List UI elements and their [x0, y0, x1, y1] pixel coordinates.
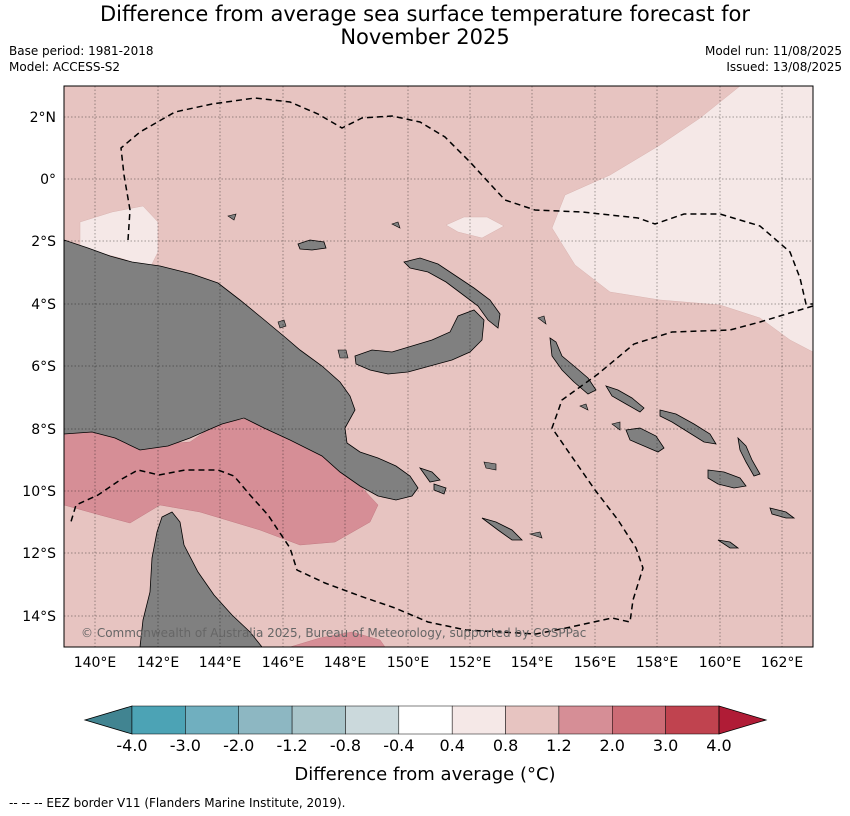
lon-label: 160°E: [699, 655, 742, 671]
model-name: Model: ACCESS-S2: [9, 60, 121, 74]
meta-left: Base period: 1981-2018 Model: ACCESS-S2: [9, 43, 154, 75]
colorbar-segment: [185, 705, 239, 735]
title-line-1: Difference from average sea surface temp…: [100, 2, 750, 26]
lon-label: 152°E: [449, 655, 492, 671]
land-rennell: [717, 539, 740, 549]
colorbar-tick-label: 4.0: [706, 736, 731, 755]
colorbar: [83, 705, 768, 735]
lon-label: 140°E: [74, 655, 117, 671]
colorbar-tick-label: 2.0: [600, 736, 625, 755]
eez-footnote: -- -- -- EEZ border V11 (Flanders Marine…: [9, 796, 346, 810]
land-cape-york: [139, 511, 263, 647]
colorbar-tick-label: -3.0: [170, 736, 201, 755]
graticule: [64, 86, 813, 647]
issued-date: Issued: 13/08/2025: [726, 60, 842, 74]
land-dentrecasteaux: [418, 467, 447, 495]
lon-label: 146°E: [262, 655, 305, 671]
land-manus: [297, 239, 327, 251]
lat-label: 14°S: [22, 609, 56, 625]
lat-label: 8°S: [31, 422, 56, 438]
colorbar-segment: [451, 705, 506, 735]
lat-label: 0°: [40, 172, 56, 188]
lat-label: 12°S: [22, 546, 56, 562]
colorbar-tick-label: 1.2: [546, 736, 571, 755]
anomaly-strong-bottom: [289, 631, 386, 647]
lat-label: 10°S: [22, 484, 56, 500]
land-santa-isabel: [659, 409, 717, 445]
colorbar-tick-label: -4.0: [116, 736, 147, 755]
copyright-text: © Commonwealth of Australia 2025, Bureau…: [81, 626, 586, 640]
colorbar-tick-label: 3.0: [653, 736, 678, 755]
colorbar-tick-label: -2.0: [223, 736, 254, 755]
map-frame: [63, 85, 814, 648]
land-makira: [707, 469, 747, 489]
land-islets: [227, 213, 621, 539]
model-run: Model run: 11/08/2025: [704, 44, 842, 58]
colorbar-tick-label: -0.4: [383, 736, 414, 755]
colorbar-tick-label: -1.2: [276, 736, 307, 755]
colorbar-segment: [505, 705, 560, 735]
lon-label: 142°E: [137, 655, 180, 671]
lon-label: 144°E: [199, 655, 242, 671]
lat-label: 6°S: [31, 359, 56, 375]
lon-labels: 140°E 142°E 144°E 146°E 148°E 150°E 152°…: [74, 655, 804, 671]
lat-label: 2°N: [30, 110, 56, 126]
colorbar-segment: [238, 705, 293, 735]
land-choiseul: [605, 385, 645, 413]
eez-border: [69, 97, 813, 635]
lat-label: 4°S: [31, 297, 56, 313]
land-new-britain: [354, 309, 485, 375]
colorbar-segment: [291, 705, 346, 735]
lat-label: 2°S: [31, 234, 56, 250]
colorbar-extend-high: [718, 705, 768, 735]
anomaly-light-east: [551, 86, 813, 353]
colorbar-segment: [612, 705, 666, 735]
colorbar-segment: [398, 705, 453, 735]
colorbar-tick-labels: -4.0 -3.0 -2.0 -1.2 -0.8 -0.4 0.4 0.8 1.2 2.0 3.0 4…: [116, 736, 731, 755]
colorbar-segment: [345, 705, 400, 735]
colorbar-tick-label: -0.8: [330, 736, 361, 755]
anomaly-light-islet: [445, 216, 505, 239]
lon-label: 148°E: [324, 655, 367, 671]
lat-labels: 2°N 0° 2°S 4°S 6°S 8°S 10°S 12°S 14°S: [22, 110, 56, 625]
map-panel: © Commonwealth of Australia 2025, Bureau…: [64, 86, 813, 647]
colorbar-tick-label: 0.4: [439, 736, 464, 755]
land-new-guinea: [64, 239, 419, 501]
colorbar-segment: [131, 705, 186, 735]
colorbar-title: Difference from average (°C): [294, 764, 555, 785]
colorbar-extend-low: [83, 705, 133, 735]
colorbar-segment: [665, 705, 720, 735]
land-new-ireland: [403, 257, 501, 329]
base-period: Base period: 1981-2018: [9, 44, 154, 58]
land-louisiade: [481, 517, 523, 541]
lon-label: 158°E: [636, 655, 679, 671]
meta-right: Model run: 11/08/2025 Issued: 13/08/2025: [705, 43, 842, 75]
lon-label: 162°E: [761, 655, 804, 671]
lon-label: 156°E: [574, 655, 617, 671]
colorbar-segment: [558, 705, 613, 735]
chart-title: Difference from average sea surface temp…: [0, 3, 850, 49]
lon-label: 150°E: [387, 655, 430, 671]
lon-label: 154°E: [511, 655, 554, 671]
title-line-2: November 2025: [340, 25, 510, 49]
colorbar-tick-label: 0.8: [493, 736, 518, 755]
land-guadalcanal: [625, 427, 665, 453]
land-malaita: [737, 436, 761, 477]
